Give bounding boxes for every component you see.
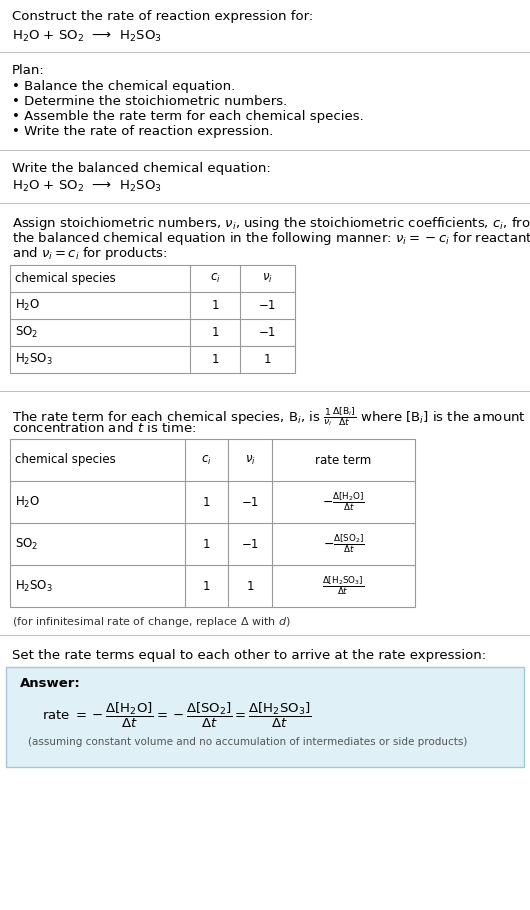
Text: $\nu_i$: $\nu_i$ — [244, 453, 255, 467]
Bar — [10, 439, 415, 607]
Text: H$_2$O + SO$_2$  ⟶  H$_2$SO$_3$: H$_2$O + SO$_2$ ⟶ H$_2$SO$_3$ — [12, 179, 162, 194]
Text: (assuming constant volume and no accumulation of intermediates or side products): (assuming constant volume and no accumul… — [28, 737, 467, 747]
Text: −1: −1 — [259, 299, 276, 312]
Text: H$_2$SO$_3$: H$_2$SO$_3$ — [15, 579, 53, 593]
Text: chemical species: chemical species — [15, 453, 116, 467]
Text: and $\nu_i = c_i$ for products:: and $\nu_i = c_i$ for products: — [12, 245, 167, 262]
Text: concentration and $t$ is time:: concentration and $t$ is time: — [12, 421, 196, 435]
Text: $c_i$: $c_i$ — [210, 272, 220, 285]
Text: H$_2$SO$_3$: H$_2$SO$_3$ — [15, 352, 53, 367]
Text: H$_2$O + SO$_2$  ⟶  H$_2$SO$_3$: H$_2$O + SO$_2$ ⟶ H$_2$SO$_3$ — [12, 29, 162, 44]
Text: Construct the rate of reaction expression for:: Construct the rate of reaction expressio… — [12, 10, 313, 23]
Text: 1: 1 — [246, 580, 254, 592]
Text: the balanced chemical equation in the following manner: $\nu_i = -c_i$ for react: the balanced chemical equation in the fo… — [12, 230, 530, 247]
Text: rate $= -\dfrac{\Delta[\mathrm{H_2O}]}{\Delta t} = -\dfrac{\Delta[\mathrm{SO_2}]: rate $= -\dfrac{\Delta[\mathrm{H_2O}]}{\… — [42, 701, 312, 730]
Text: $\frac{\Delta[\mathrm{H_2SO_3}]}{\Delta t}$: $\frac{\Delta[\mathrm{H_2SO_3}]}{\Delta … — [322, 574, 365, 597]
Text: • Write the rate of reaction expression.: • Write the rate of reaction expression. — [12, 125, 273, 138]
Text: −1: −1 — [259, 326, 276, 339]
Text: (for infinitesimal rate of change, replace Δ with $d$): (for infinitesimal rate of change, repla… — [12, 615, 291, 629]
Text: • Balance the chemical equation.: • Balance the chemical equation. — [12, 80, 235, 93]
Text: rate term: rate term — [315, 453, 372, 467]
Text: H$_2$O: H$_2$O — [15, 298, 40, 313]
Text: Write the balanced chemical equation:: Write the balanced chemical equation: — [12, 162, 271, 175]
Text: $-\frac{\Delta[\mathrm{H_2O}]}{\Delta t}$: $-\frac{\Delta[\mathrm{H_2O}]}{\Delta t}… — [322, 490, 365, 513]
Text: $c_i$: $c_i$ — [201, 453, 212, 467]
Text: H$_2$O: H$_2$O — [15, 494, 40, 510]
Text: SO$_2$: SO$_2$ — [15, 537, 38, 551]
Text: −1: −1 — [241, 496, 259, 509]
Text: The rate term for each chemical species, B$_i$, is $\frac{1}{\nu_i}\frac{\Delta[: The rate term for each chemical species,… — [12, 405, 526, 428]
Text: $-\frac{\Delta[\mathrm{SO_2}]}{\Delta t}$: $-\frac{\Delta[\mathrm{SO_2}]}{\Delta t}… — [323, 532, 365, 555]
Text: 1: 1 — [203, 538, 210, 551]
Text: 1: 1 — [203, 496, 210, 509]
Text: 1: 1 — [203, 580, 210, 592]
Text: chemical species: chemical species — [15, 272, 116, 285]
Text: $\nu_i$: $\nu_i$ — [262, 272, 273, 285]
Bar — [6, 667, 524, 767]
Bar — [10, 265, 295, 373]
Text: • Assemble the rate term for each chemical species.: • Assemble the rate term for each chemic… — [12, 110, 364, 123]
Text: • Determine the stoichiometric numbers.: • Determine the stoichiometric numbers. — [12, 95, 287, 108]
Text: Plan:: Plan: — [12, 64, 45, 77]
Text: 1: 1 — [211, 299, 219, 312]
Text: Assign stoichiometric numbers, $\nu_i$, using the stoichiometric coefficients, $: Assign stoichiometric numbers, $\nu_i$, … — [12, 215, 530, 232]
Text: Answer:: Answer: — [20, 677, 81, 690]
Text: SO$_2$: SO$_2$ — [15, 325, 38, 340]
Text: 1: 1 — [264, 353, 271, 366]
Text: 1: 1 — [211, 326, 219, 339]
Text: 1: 1 — [211, 353, 219, 366]
Text: −1: −1 — [241, 538, 259, 551]
Text: Set the rate terms equal to each other to arrive at the rate expression:: Set the rate terms equal to each other t… — [12, 649, 486, 662]
